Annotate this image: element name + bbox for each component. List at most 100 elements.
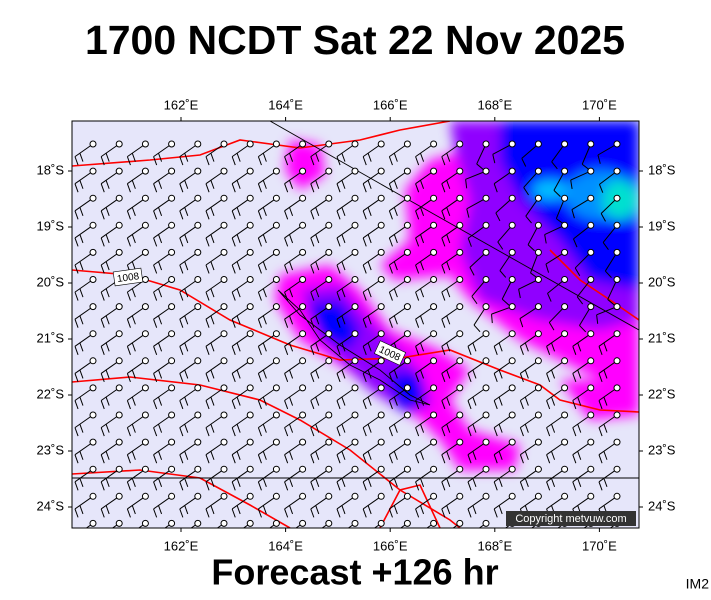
barb-staff — [179, 251, 199, 266]
barb-feather — [367, 396, 372, 406]
barb-feather — [367, 207, 372, 217]
station — [272, 167, 280, 175]
barb-staff — [572, 468, 592, 483]
station — [194, 384, 202, 392]
barb-staff — [389, 468, 408, 483]
barb-staff — [310, 468, 330, 483]
barb-staff — [153, 224, 172, 239]
barb-feather — [524, 369, 529, 379]
barb-feather — [362, 346, 367, 355]
station — [456, 519, 464, 527]
station — [482, 492, 490, 500]
station — [430, 248, 438, 256]
barb-feather — [131, 424, 136, 433]
barb-feather — [472, 478, 477, 488]
station — [508, 194, 516, 202]
barb-staff — [573, 224, 592, 240]
barb-staff — [205, 170, 225, 185]
station — [194, 248, 202, 256]
barb-feather — [315, 234, 320, 244]
lon-tick-label: 168˚E — [477, 97, 512, 112]
barb-feather — [158, 153, 163, 162]
barb-staff — [553, 170, 566, 191]
barb-feather — [388, 400, 393, 410]
barb-staff — [555, 198, 566, 219]
barb-feather — [388, 156, 393, 166]
station — [587, 438, 595, 446]
barb-feather — [336, 183, 341, 193]
barb-feather — [473, 533, 476, 541]
station — [456, 357, 464, 365]
barb-staff — [258, 360, 277, 374]
barb-feather — [158, 451, 163, 460]
barb-feather — [596, 314, 599, 324]
barb-feather — [310, 508, 315, 518]
station — [115, 140, 123, 148]
barb-feather — [546, 481, 551, 491]
station — [299, 438, 307, 446]
barb-feather — [388, 373, 393, 383]
barb-staff — [362, 414, 382, 429]
barb-feather — [210, 180, 215, 189]
station — [141, 303, 149, 311]
barb-feather — [126, 237, 131, 247]
barb-feather — [367, 505, 372, 515]
barb-feather — [473, 324, 481, 333]
barb-feather — [79, 451, 84, 460]
barb-feather — [184, 234, 189, 244]
barb-feather — [362, 373, 367, 383]
barb-feather — [420, 533, 423, 541]
barb-feather — [205, 210, 210, 220]
barb-staff — [441, 143, 461, 158]
barb-feather — [289, 261, 294, 271]
barb-staff — [258, 441, 277, 456]
barb-feather — [493, 183, 498, 193]
station — [403, 492, 411, 500]
station — [325, 492, 333, 500]
barb-staff — [493, 387, 513, 401]
barb-feather — [310, 400, 315, 410]
copyright-box — [506, 511, 636, 526]
station — [325, 519, 333, 527]
barb-feather — [441, 454, 446, 464]
barb-feather — [362, 400, 367, 410]
barb-feather — [368, 533, 371, 541]
station — [456, 438, 464, 446]
station — [587, 303, 595, 311]
lon-tick-label: 166˚E — [373, 97, 408, 112]
barb-feather — [415, 237, 420, 247]
barb-staff — [519, 306, 539, 320]
barb-staff — [389, 143, 408, 158]
station — [168, 411, 176, 419]
barb-feather — [315, 288, 320, 298]
barb-feather — [388, 319, 393, 328]
barb-feather — [210, 315, 215, 325]
station — [482, 330, 490, 338]
barb-staff — [179, 279, 199, 293]
lat-tick-label: 21˚S — [648, 330, 676, 345]
station — [482, 140, 490, 148]
barb-staff — [579, 306, 592, 326]
station — [220, 194, 228, 202]
barb-staff — [441, 279, 461, 293]
station — [430, 330, 438, 338]
station — [482, 194, 490, 202]
barb-staff — [336, 279, 356, 293]
barb-feather — [367, 261, 372, 271]
barb-feather — [467, 400, 472, 410]
barb-feather — [179, 264, 184, 274]
station — [194, 330, 202, 338]
barb-feather — [546, 346, 551, 355]
station — [272, 140, 280, 148]
station — [561, 384, 569, 392]
barb-staff — [100, 170, 120, 185]
barb-feather — [341, 234, 346, 244]
barb-staff — [441, 414, 461, 429]
station — [168, 167, 176, 175]
station — [325, 384, 333, 392]
barb-staff — [284, 414, 303, 429]
barb-feather — [551, 533, 554, 541]
barb-feather — [105, 478, 110, 488]
barb-staff — [216, 522, 225, 528]
barb-staff — [530, 252, 539, 274]
